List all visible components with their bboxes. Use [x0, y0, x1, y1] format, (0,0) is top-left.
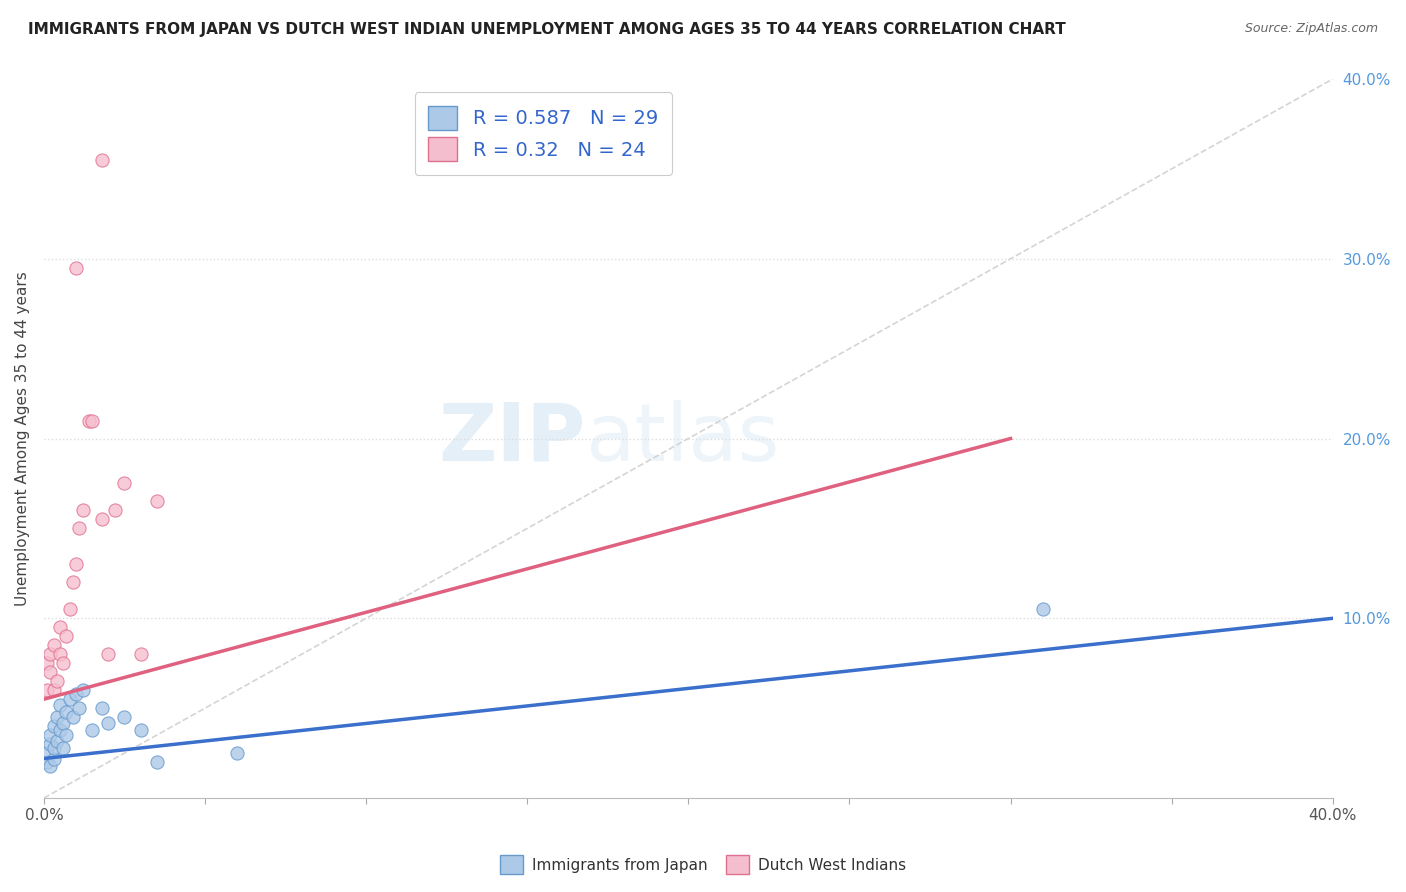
Point	[59, 602, 82, 616]
Point	[39, 647, 62, 661]
Point	[90, 153, 112, 167]
Point	[37, 683, 59, 698]
Point	[45, 710, 67, 724]
Point	[37, 657, 59, 671]
Point	[49, 647, 72, 661]
Point	[45, 674, 67, 689]
Point	[90, 701, 112, 715]
Point	[104, 503, 127, 517]
Point	[65, 260, 87, 275]
Point	[37, 755, 59, 769]
Point	[59, 692, 82, 706]
Point	[55, 705, 77, 719]
Point	[1032, 602, 1054, 616]
Text: ZIP: ZIP	[439, 400, 585, 477]
Point	[39, 737, 62, 751]
Point	[42, 751, 65, 765]
Point	[42, 719, 65, 733]
Point	[82, 413, 104, 427]
Point	[77, 413, 100, 427]
Point	[62, 575, 84, 590]
Point	[114, 476, 136, 491]
Point	[67, 701, 90, 715]
Point	[39, 758, 62, 772]
Point	[65, 558, 87, 572]
Point	[145, 755, 167, 769]
Point	[97, 715, 120, 730]
Point	[52, 657, 75, 671]
Point	[37, 746, 59, 760]
Point	[114, 710, 136, 724]
Point	[52, 715, 75, 730]
Point	[42, 683, 65, 698]
Point	[42, 638, 65, 652]
Point	[97, 647, 120, 661]
Text: IMMIGRANTS FROM JAPAN VS DUTCH WEST INDIAN UNEMPLOYMENT AMONG AGES 35 TO 44 YEAR: IMMIGRANTS FROM JAPAN VS DUTCH WEST INDI…	[28, 22, 1066, 37]
Point	[82, 723, 104, 737]
Point	[226, 746, 249, 760]
Point	[42, 740, 65, 755]
Legend: Immigrants from Japan, Dutch West Indians: Immigrants from Japan, Dutch West Indian…	[494, 849, 912, 880]
Text: Source: ZipAtlas.com: Source: ZipAtlas.com	[1244, 22, 1378, 36]
Point	[90, 512, 112, 526]
Text: atlas: atlas	[585, 400, 779, 477]
Point	[62, 710, 84, 724]
Point	[39, 728, 62, 742]
Point	[55, 728, 77, 742]
Point	[52, 740, 75, 755]
Point	[145, 494, 167, 508]
Point	[45, 733, 67, 747]
Point	[65, 687, 87, 701]
Point	[129, 723, 152, 737]
Point	[39, 665, 62, 680]
Legend: R = 0.587   N = 29, R = 0.32   N = 24: R = 0.587 N = 29, R = 0.32 N = 24	[415, 92, 672, 175]
Point	[129, 647, 152, 661]
Point	[49, 698, 72, 712]
Y-axis label: Unemployment Among Ages 35 to 44 years: Unemployment Among Ages 35 to 44 years	[15, 271, 30, 606]
Point	[67, 521, 90, 535]
Point	[49, 723, 72, 737]
Point	[55, 629, 77, 643]
Point	[72, 503, 94, 517]
Point	[49, 620, 72, 634]
Point	[72, 683, 94, 698]
